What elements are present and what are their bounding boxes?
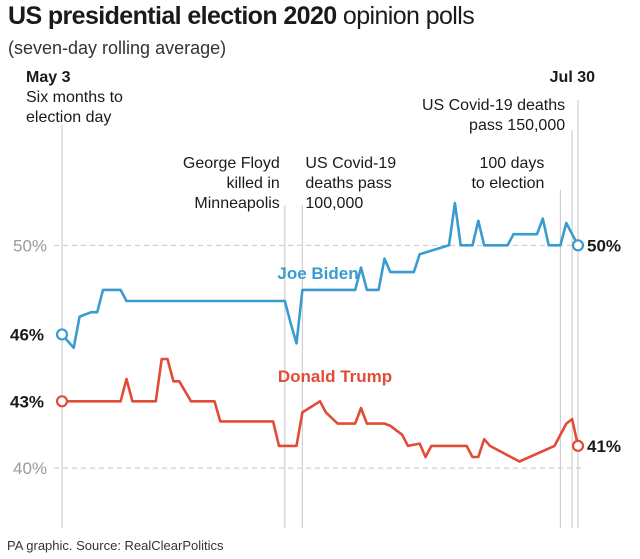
event-annotation-0-line-1: Six months to	[26, 89, 123, 106]
chart-subtitle: (seven-day rolling average)	[8, 38, 227, 58]
event-annotation-1-line-0: George Floyd	[183, 155, 280, 172]
event-annotation-3-line-1: to election	[471, 175, 544, 192]
series-end-label-0: 50%	[587, 236, 621, 255]
series-start-marker-0	[55, 328, 69, 341]
event-annotation-2-line-1: deaths pass	[305, 175, 391, 192]
title-regular-part: opinion polls	[336, 2, 475, 30]
event-annotation-5-line-0: Jul 30	[550, 69, 595, 86]
event-annotation-0-line-2: election day	[26, 109, 111, 126]
event-annotation-4-line-0: US Covid-19 deaths	[422, 97, 565, 114]
series-line-1	[62, 357, 580, 463]
title-bold-part: US presidential election 2020	[8, 2, 337, 30]
series-end-label-1: 41%	[587, 437, 621, 456]
event-annotation-2-line-0: US Covid-19	[305, 155, 396, 172]
chart-title: US presidential election 2020 opinion po…	[8, 2, 475, 31]
source-note: PA graphic. Source: RealClearPolitics	[7, 538, 224, 553]
y-tick-label-50: 50%	[13, 236, 47, 255]
series-end-marker-0	[571, 239, 585, 252]
event-annotation-1-line-1: killed in	[226, 175, 279, 192]
event-annotation-2-line-2: 100,000	[305, 195, 363, 212]
series-end-marker-1	[571, 439, 585, 452]
series-start-label-1: 43%	[10, 392, 44, 411]
series-start-label-0: 46%	[10, 325, 44, 344]
event-annotation-1-line-2: Minneapolis	[194, 195, 279, 212]
y-tick-label-40: 40%	[13, 459, 47, 478]
series-line-0	[61, 201, 580, 350]
series-name-label-1: Donald Trump	[278, 367, 392, 386]
series-name-label-0: Joe Biden	[277, 264, 358, 283]
event-annotation-3-line-0: 100 days	[479, 155, 544, 172]
event-annotation-4-line-1: pass 150,000	[469, 117, 565, 134]
event-annotation-0-line-0: May 3	[26, 69, 71, 86]
series-start-marker-1	[55, 395, 69, 408]
